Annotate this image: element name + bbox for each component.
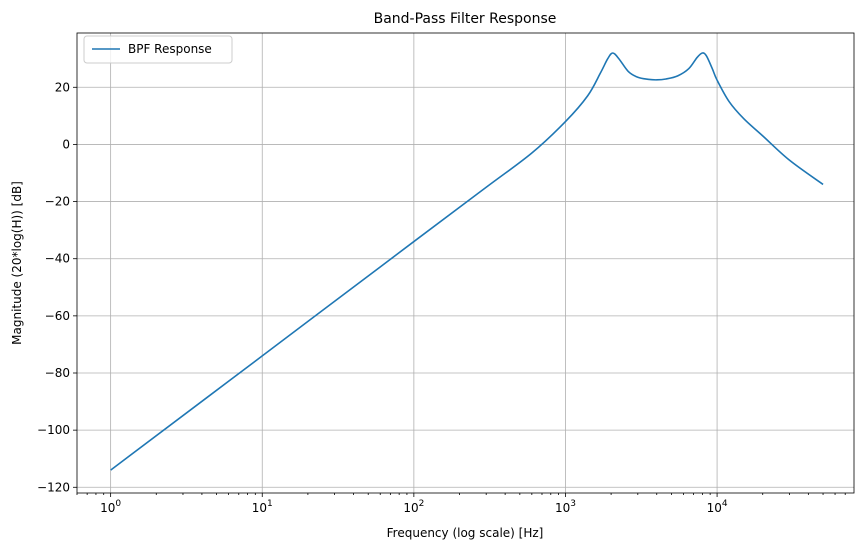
x-tick-label-base: 10	[555, 501, 570, 515]
x-tick-label-base: 10	[252, 501, 267, 515]
x-axis-label: Frequency (log scale) [Hz]	[387, 526, 544, 540]
y-tick-label: 20	[55, 80, 70, 94]
chart-title: Band-Pass Filter Response	[374, 11, 557, 27]
x-tick-label-exponent: 0	[115, 499, 121, 509]
y-tick-label: 0	[62, 137, 70, 151]
x-tick-label-base: 10	[707, 501, 722, 515]
x-tick-label-exponent: 1	[267, 499, 273, 509]
x-tick-label: 100	[100, 499, 121, 515]
x-tick-label-exponent: 3	[570, 499, 576, 509]
y-tick-label: −80	[45, 366, 70, 380]
y-tick-label: −100	[37, 423, 70, 437]
x-tick-label: 102	[403, 499, 424, 515]
grid-lines	[77, 33, 854, 493]
series-line-bpf-response	[110, 52, 824, 471]
x-tick-label-base: 10	[403, 501, 418, 515]
y-axis-label: Magnitude (20*log(H)) [dB]	[10, 181, 24, 345]
legend-box	[83, 35, 233, 64]
x-tick-label: 104	[707, 499, 728, 515]
series-layer	[110, 52, 824, 471]
legend: BPF Response	[83, 35, 233, 64]
y-tick-label: −60	[45, 309, 70, 323]
y-tick-label: −40	[45, 252, 70, 266]
x-tick-label-exponent: 4	[722, 499, 728, 509]
y-tick-label: −20	[45, 195, 70, 209]
x-tick-label-exponent: 2	[419, 499, 425, 509]
y-tick-label: −120	[37, 480, 70, 494]
legend-label-bpf-response: BPF Response	[128, 42, 212, 56]
plot-frame	[76, 32, 855, 494]
x-tick-label: 103	[555, 499, 576, 515]
x-tick-label-base: 10	[100, 501, 115, 515]
x-tick-label: 101	[252, 499, 273, 515]
